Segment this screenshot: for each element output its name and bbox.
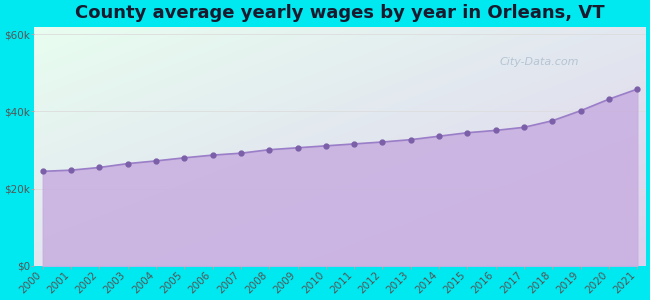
Title: County average yearly wages by year in Orleans, VT: County average yearly wages by year in O… [75, 4, 605, 22]
Text: City-Data.com: City-Data.com [499, 57, 578, 68]
